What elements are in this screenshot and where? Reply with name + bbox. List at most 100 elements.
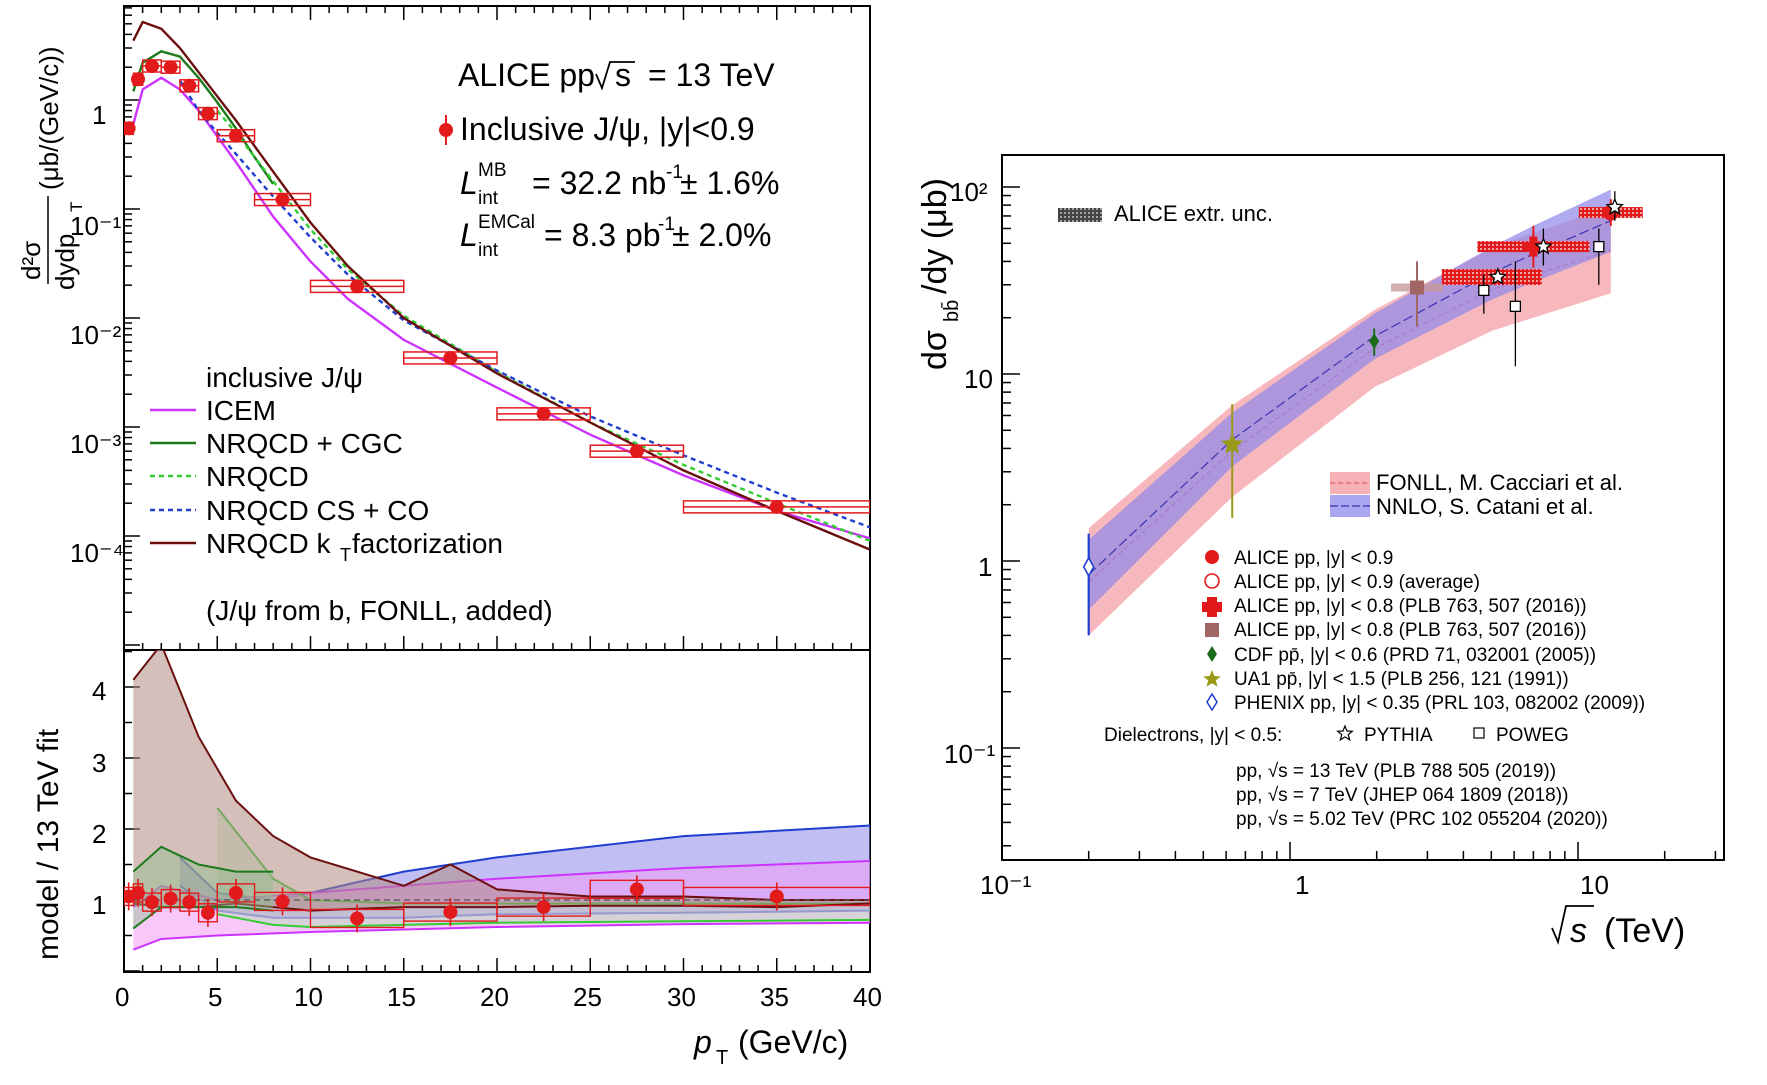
lg-ua1: UA1 pp̄, |y| < 1.5 (PLB 256, 121 (1991)) xyxy=(1234,669,1569,690)
top-axis-ticks xyxy=(123,6,871,650)
dielectron-label: Dielectrons, |y| < 0.5: xyxy=(1104,725,1282,746)
data-point xyxy=(182,78,197,93)
pythia-label: PYTHIA xyxy=(1364,725,1433,746)
ratio-point xyxy=(275,894,290,909)
lg-alice7: ALICE pp, |y| < 0.8 (PLB 763, 507 (2016)… xyxy=(1234,596,1587,617)
right-xlabel: s (TeV) xyxy=(1551,905,1685,950)
header-experiment: ALICE pp xyxy=(458,57,595,93)
measurement-points xyxy=(1082,191,1643,636)
ratio-point xyxy=(350,911,365,926)
legend-cgc: NRQCD + CGC xyxy=(206,428,403,459)
lg-alice13-marker xyxy=(1205,550,1219,564)
curve-nrqcd-k-t-factorization xyxy=(132,20,870,551)
legend-kt-a: NRQCD k xyxy=(206,528,331,559)
ytick-top-3: 10⁻³ xyxy=(70,429,122,459)
lumi-mb-exp: -1 xyxy=(666,162,683,183)
left-top-panel: 1 10⁻¹ 10⁻² 10⁻³ 10⁻⁴ d²σ dydp T (μb/(Ge… xyxy=(16,5,871,651)
ytick-bot-3: 4 xyxy=(92,676,106,706)
ref-5tev: pp, √s = 5.02 TeV (PRC 102 055204 (2020)… xyxy=(1236,809,1608,830)
ratio-point xyxy=(200,905,215,920)
top-ylabel: d²σ dydp T (μb/(GeV/c)) xyxy=(16,46,86,290)
pythia-marker xyxy=(1336,724,1354,742)
curve-icem xyxy=(132,76,870,540)
extr-label: ALICE extr. unc. xyxy=(1114,201,1273,226)
sqrt-symbol xyxy=(595,61,635,91)
poweg-point xyxy=(1478,284,1490,297)
legend-kt-sub: T xyxy=(340,545,351,565)
poweg-marker xyxy=(1473,727,1485,739)
lumi-mb-value: = 32.2 nb xyxy=(532,165,666,201)
top-plot-area xyxy=(124,20,870,551)
ylabel-num: d²σ xyxy=(16,241,46,280)
bottom-axis-ticks xyxy=(123,650,871,972)
ratio-data-points xyxy=(124,875,870,933)
data-point xyxy=(163,60,178,75)
lumi-mb-symbol: L xyxy=(460,165,478,201)
data-point xyxy=(200,106,215,121)
lg-alice13avg: ALICE pp, |y| < 0.9 (average) xyxy=(1234,572,1480,593)
ref-7tev: pp, √s = 7 TeV (JHEP 064 1809 (2018)) xyxy=(1236,785,1568,806)
ratio-point xyxy=(536,900,551,915)
lg-phenix-marker xyxy=(1206,692,1218,712)
ylabel-unit: (μb/(GeV/c)) xyxy=(34,46,64,190)
xtick-10: 10 xyxy=(294,982,323,1012)
ytick-bot-2: 3 xyxy=(92,748,106,778)
lg-alice13: ALICE pp, |y| < 0.9 xyxy=(1234,548,1393,569)
ref-13tev: pp, √s = 13 TeV (PLB 788 505 (2019)) xyxy=(1236,761,1556,782)
bottom-plot-area xyxy=(124,650,870,951)
ylabel-den-sub: T xyxy=(67,202,86,212)
band-lower-icem xyxy=(132,921,870,951)
alice7-point xyxy=(1523,236,1544,257)
pythia-point xyxy=(1605,197,1625,216)
r-ytick-1: 10 xyxy=(964,364,993,394)
r-ytick-0: 10² xyxy=(950,177,988,207)
dielectron-legend: Dielectrons, |y| < 0.5: PYTHIA POWEG xyxy=(1104,724,1569,746)
xlabel-unit: (GeV/c) xyxy=(738,1024,848,1060)
nnlo-swatch xyxy=(1330,495,1370,517)
lg-alice7-marker xyxy=(1202,597,1222,617)
r-ytick-2: 1 xyxy=(978,552,992,582)
ytick-top-4: 10⁻⁴ xyxy=(70,538,124,568)
bottom-xtick-labels: 0 5 10 15 20 25 30 35 40 xyxy=(115,982,882,1012)
r-ylabel-b: /dy (μb) xyxy=(916,178,954,294)
lg-alice276-marker xyxy=(1205,623,1219,637)
right-panel: 10² 10 1 10⁻¹ 10⁻¹ 1 10 dσ bb̄ /dy (μb) … xyxy=(916,154,1725,950)
lumi-mb-sup: MB xyxy=(478,160,507,181)
lg-alice276: ALICE pp, |y| < 0.8 (PLB 763, 507 (2016)… xyxy=(1234,620,1587,641)
xtick-40: 40 xyxy=(853,982,882,1012)
band-nrqcd-k-t-factorization xyxy=(133,650,870,911)
poweg-point xyxy=(1593,240,1605,253)
data-point xyxy=(443,350,458,365)
fonll-label: FONLL, M. Cacciari et al. xyxy=(1376,470,1623,495)
r-sqrt-symbol xyxy=(1551,905,1594,945)
top-header: ALICE pp s = 13 TeV Inclusive J/ψ, |y|<0… xyxy=(439,57,779,261)
lg-cdf: CDF pp̄, |y| < 0.6 (PRD 71, 032001 (2005… xyxy=(1234,645,1596,666)
ytick-top-0: 1 xyxy=(92,100,106,130)
band-fonll xyxy=(1088,207,1611,636)
band-legend: FONLL, M. Cacciari et al. NNLO, S. Catan… xyxy=(1330,470,1623,519)
ratio-point xyxy=(163,891,178,906)
r-xlabel-unit: (TeV) xyxy=(1604,912,1685,950)
nnlo-label: NNLO, S. Catani et al. xyxy=(1376,494,1594,519)
pythia-point xyxy=(1534,236,1553,255)
lg-ua1-marker xyxy=(1203,670,1221,687)
right-axis-ticks xyxy=(1001,186,1717,860)
xtick-20: 20 xyxy=(480,982,509,1012)
reference-list: pp, √s = 13 TeV (PLB 788 505 (2019)) pp,… xyxy=(1236,761,1608,830)
r-ylabel-sub: bb̄ xyxy=(940,300,963,322)
xtick-0: 0 xyxy=(115,982,129,1012)
lg-cdf-marker xyxy=(1207,646,1217,662)
lumi-mb-sub: int xyxy=(478,188,499,209)
band-upper-nrqcd-cgc xyxy=(132,845,274,873)
xtick-15: 15 xyxy=(387,982,416,1012)
ratio-point xyxy=(629,882,644,897)
lg-phenix: PHENIX pp, |y| < 0.35 (PRL 103, 082002 (… xyxy=(1234,693,1645,714)
lumi-emcal-sup: EMCal xyxy=(478,212,535,233)
cdf-point xyxy=(1369,333,1380,350)
data-point xyxy=(228,128,243,143)
bottom-ylabel: model / 13 TeV fit xyxy=(32,728,65,960)
top-legend: inclusive J/ψ ICEM NRQCD + CGC NRQCD NRQ… xyxy=(150,362,553,626)
lumi-emcal-unc: ± 2.0% xyxy=(672,217,771,253)
